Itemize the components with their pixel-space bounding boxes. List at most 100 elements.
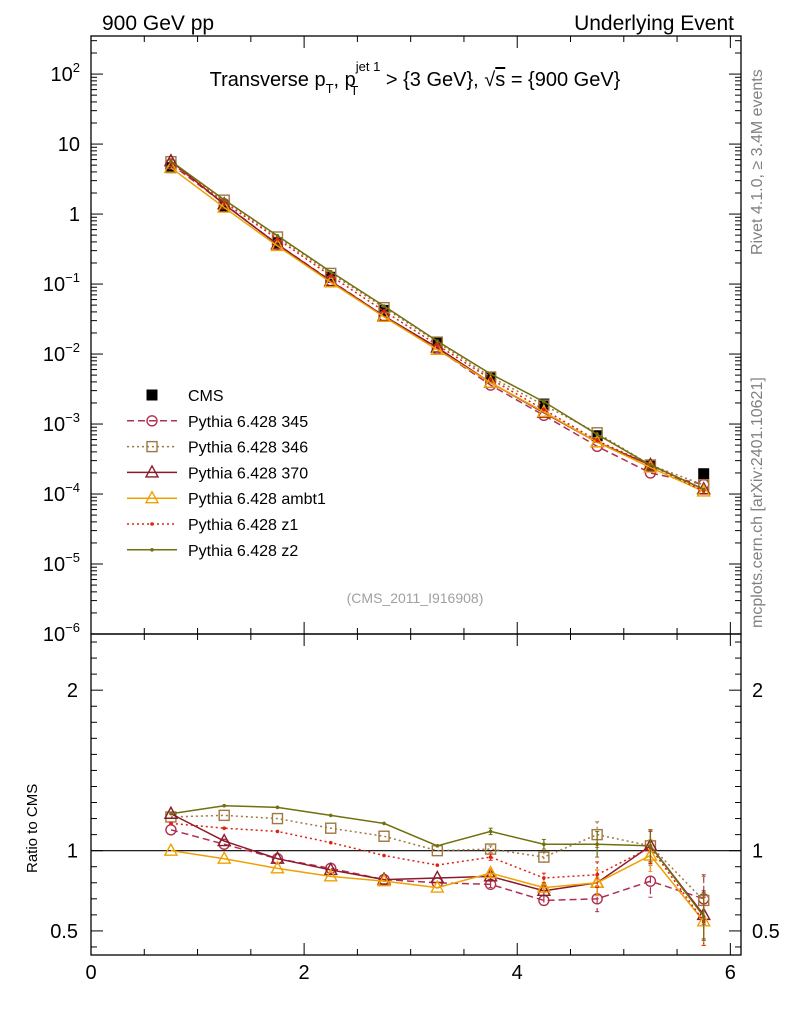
main-series-line	[170, 167, 705, 493]
title-sub2: T	[350, 83, 358, 98]
legend-marker	[144, 464, 160, 478]
main-data-point	[382, 309, 386, 313]
ratio-x-tick-label: 4	[512, 962, 523, 984]
ratio-panel: 0 2 4 6 0.5 0.5 1 1 2 2	[50, 633, 780, 984]
ratio-series-5	[169, 803, 706, 942]
main-data-point	[430, 341, 445, 355]
ratio-data-point	[378, 830, 390, 842]
ratio-data-point	[270, 860, 285, 874]
main-data-point	[542, 407, 546, 412]
ratio-data-point	[701, 914, 706, 919]
ratio-series-2	[163, 805, 711, 940]
ratio-series-4	[169, 821, 706, 946]
main-y-tick-exponent: −5	[65, 550, 80, 565]
title-s: s	[495, 69, 505, 91]
main-y-tick-label: 10−3	[43, 410, 80, 436]
main-data-point	[218, 200, 230, 212]
main-data-point	[169, 159, 173, 163]
ratio-y-tick-label-right: 2	[752, 680, 763, 702]
ratio-data-point	[163, 842, 179, 856]
ratio-data-point	[430, 879, 445, 893]
ratio-data-point	[538, 851, 550, 863]
side-text-bottom: mcplots.cern.ch [arXiv:2401.10621]	[749, 377, 766, 628]
ratio-data-point	[222, 803, 226, 808]
main-data-point	[270, 238, 285, 252]
legend: CMS Pythia 6.428 345 Pythia 6.428 346 Pythi…	[127, 388, 326, 560]
main-series-line	[170, 163, 704, 486]
title-part2: , p	[334, 69, 356, 91]
main-y-tick-mantissa: 10	[43, 554, 65, 576]
main-y-tick-exponent: −2	[65, 340, 80, 355]
main-data-point	[698, 468, 710, 480]
legend-marker	[144, 490, 160, 504]
ratio-data-point	[382, 853, 386, 858]
ratio-x-tick-label: 6	[725, 962, 736, 984]
main-data-point	[483, 374, 498, 388]
main-data-point	[165, 155, 177, 168]
legend-label: Pythia 6.428 345	[188, 414, 308, 431]
ratio-y-tick-label-right: 1	[752, 841, 763, 863]
ratio-data-point	[483, 865, 498, 879]
ratio-frame	[90, 633, 742, 956]
title-sqrt: √	[484, 69, 495, 91]
ratio-data-point	[536, 882, 552, 896]
legend-marker	[146, 389, 158, 401]
main-data-point	[696, 483, 711, 497]
main-data-point	[488, 377, 493, 381]
main-y-tick-label: 10−2	[43, 340, 80, 366]
ratio-data-point	[488, 855, 493, 859]
ratio-data-point	[325, 822, 337, 834]
main-data-point	[591, 427, 603, 439]
title-sup2: jet 1	[355, 59, 381, 74]
ratio-data-point	[376, 871, 392, 885]
ratio-data-point	[644, 875, 657, 887]
main-y-tick-mantissa: 10	[43, 414, 65, 436]
main-data-point	[701, 487, 706, 492]
main-y-tick-exponent: −3	[65, 410, 80, 425]
main-series-6	[169, 159, 706, 492]
ratio-y-tick-label: 0.5	[50, 921, 78, 943]
legend-marker	[146, 415, 158, 427]
ratio-y-tick-label: 2	[67, 680, 78, 702]
ratio-data-point	[595, 872, 599, 877]
main-data-point	[328, 269, 333, 274]
ratio-data-point	[271, 812, 284, 825]
ratio-data-point	[483, 868, 498, 882]
ratio-data-point	[275, 829, 280, 834]
ratio-data-point	[169, 821, 173, 826]
main-y-tick-mantissa: 10	[43, 484, 65, 506]
title-part3: > {3 GeV},	[380, 69, 484, 91]
main-data-point	[163, 153, 179, 167]
main-y-tick-label: 10−6	[43, 620, 80, 646]
main-data-point	[217, 199, 232, 213]
side-text-top: Rivet 4.1.0, ≥ 3.4M events	[749, 69, 766, 255]
ratio-x-tick-label: 2	[299, 962, 310, 984]
main-data-point	[376, 308, 392, 323]
legend-label: Pythia 6.428 370	[188, 465, 308, 482]
ratio-data-point	[323, 868, 338, 882]
ratio-data-point	[382, 821, 386, 826]
main-y-tick-exponent: −6	[65, 620, 80, 635]
ratio-data-point	[217, 833, 232, 847]
ratio-data-point	[435, 844, 440, 848]
header-right: Underlying Event	[574, 12, 734, 35]
main-y-tick-label: 10−5	[43, 550, 80, 576]
ratio-data-point	[328, 813, 333, 818]
main-data-point	[271, 231, 284, 243]
ratio-data-point	[595, 842, 599, 847]
main-y-tick-label: 1	[69, 204, 80, 226]
main-data-point	[323, 274, 338, 288]
main-data-point	[382, 304, 386, 308]
ratio-series-line	[170, 849, 705, 922]
legend-label: Pythia 6.428 z1	[188, 517, 298, 534]
ratio-data-point	[222, 826, 226, 831]
main-data-point	[163, 159, 179, 173]
title-part1: Transverse p	[210, 69, 326, 91]
main-data-point	[222, 197, 226, 202]
main-y-tick-exponent: −1	[65, 270, 80, 285]
main-data-point	[589, 434, 605, 448]
ratio-data-point	[536, 879, 552, 893]
ratio-data-point	[218, 809, 230, 822]
title-sub1: T	[326, 81, 334, 96]
